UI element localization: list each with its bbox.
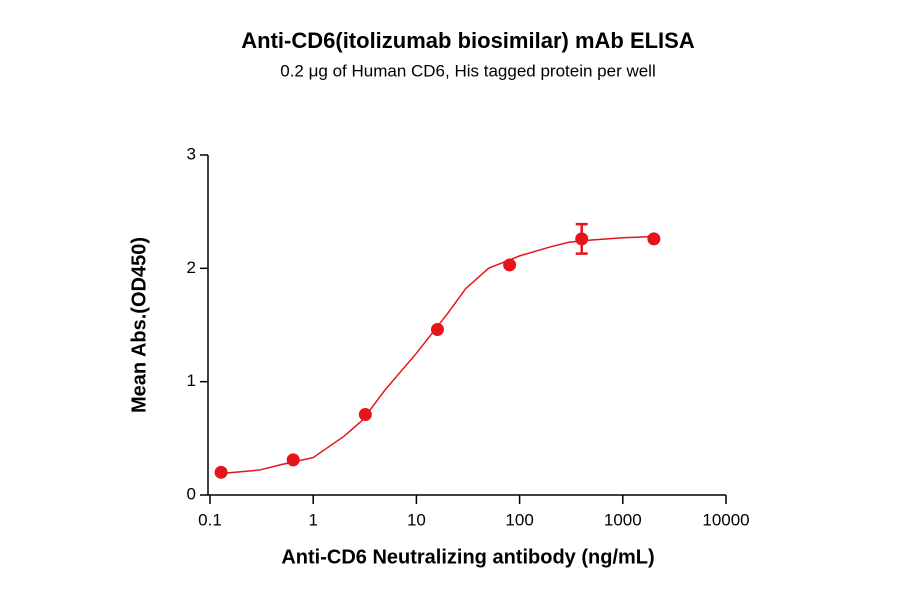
x-tick-label: 0.1	[198, 510, 222, 529]
x-axis-label: Anti-CD6 Neutralizing antibody (ng/mL)	[281, 546, 654, 568]
data-point	[358, 408, 372, 422]
chart-title: Anti-CD6(itolizumab biosimilar) mAb ELIS…	[241, 28, 695, 53]
data-point	[214, 465, 228, 479]
y-axis-label: Mean Abs.(OD450)	[128, 237, 150, 413]
chart-subtitle: 0.2 μg of Human CD6, His tagged protein …	[280, 61, 656, 80]
x-tick-label: 1000	[604, 510, 642, 529]
y-tick-label: 3	[187, 144, 196, 163]
x-tick-label: 1	[308, 510, 317, 529]
data-point	[575, 232, 589, 246]
y-tick-label: 2	[187, 258, 196, 277]
x-tick-label: 100	[505, 510, 533, 529]
fit-curve	[220, 235, 654, 475]
data-point	[430, 323, 444, 337]
data-point	[286, 453, 300, 467]
data-point	[503, 258, 517, 272]
x-tick-label: 10000	[702, 510, 749, 529]
y-tick-label: 0	[187, 484, 196, 503]
y-tick-label: 1	[187, 371, 196, 390]
data-point	[647, 232, 661, 246]
x-tick-label: 10	[407, 510, 426, 529]
